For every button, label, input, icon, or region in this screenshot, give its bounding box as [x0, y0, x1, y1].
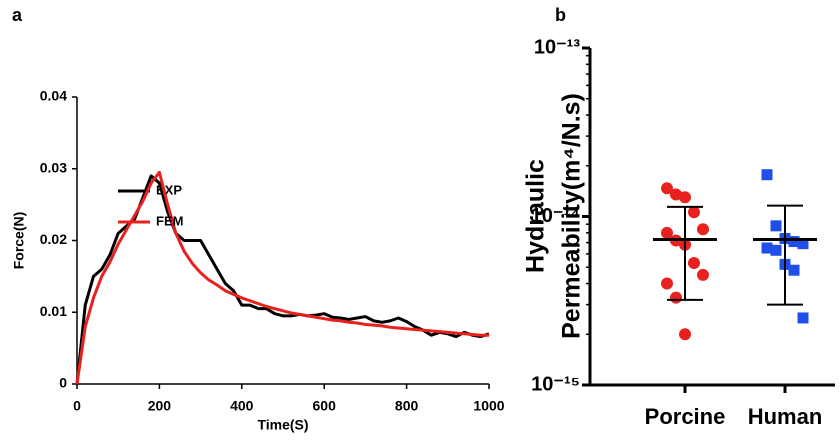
- data-point: [761, 242, 773, 254]
- data-point: [797, 238, 809, 250]
- data-point: [688, 256, 700, 269]
- x-tick-label: 600: [313, 398, 337, 414]
- y-axis-label: Hydraulic: [522, 159, 550, 273]
- data-point: [661, 226, 673, 239]
- data-point: [770, 220, 782, 232]
- panel-label: b: [555, 5, 566, 25]
- data-point: [661, 277, 673, 290]
- data-point: [761, 169, 773, 181]
- x-tick-label: 200: [148, 398, 172, 414]
- y-tick-label: 0.04: [40, 88, 67, 104]
- x-tick-label: 800: [395, 398, 419, 414]
- data-point: [797, 312, 809, 324]
- data-point: [661, 182, 673, 195]
- y-axis-label: Permeability(m⁴/N.s): [558, 93, 586, 339]
- y-tick-label: 10⁻¹³: [534, 36, 580, 58]
- legend-label: EXP: [156, 182, 182, 197]
- data-line: [75, 170, 489, 385]
- y-axis-label: Force(N): [11, 212, 27, 270]
- data-point: [697, 223, 709, 236]
- data-point: [697, 268, 709, 281]
- data-point: [679, 191, 691, 204]
- y-tick-label: 0.01: [40, 303, 67, 319]
- y-tick-label: 0.03: [40, 159, 67, 175]
- x-tick-label: 0: [73, 398, 81, 414]
- data-point: [679, 328, 691, 341]
- data-point: [770, 244, 782, 256]
- y-tick-label: 0: [59, 375, 67, 391]
- data-point: [670, 188, 682, 201]
- x-tick-label: 1000: [473, 398, 504, 414]
- data-point: [688, 206, 700, 219]
- data-point: [788, 264, 800, 276]
- x-axis-label: Time(S): [257, 417, 308, 433]
- y-tick-label: 10⁻¹⁴: [531, 205, 580, 227]
- x-tick-label: Porcine: [645, 404, 726, 429]
- data-point: [670, 291, 682, 304]
- data-point: [788, 236, 800, 248]
- x-tick-label: 400: [230, 398, 254, 414]
- y-tick-label: 10⁻¹⁵: [531, 373, 580, 395]
- y-tick-label: 0.02: [40, 231, 67, 247]
- x-tick-label: Human: [748, 404, 823, 429]
- legend-label: FEM: [156, 213, 183, 228]
- panel-label: a: [12, 5, 23, 25]
